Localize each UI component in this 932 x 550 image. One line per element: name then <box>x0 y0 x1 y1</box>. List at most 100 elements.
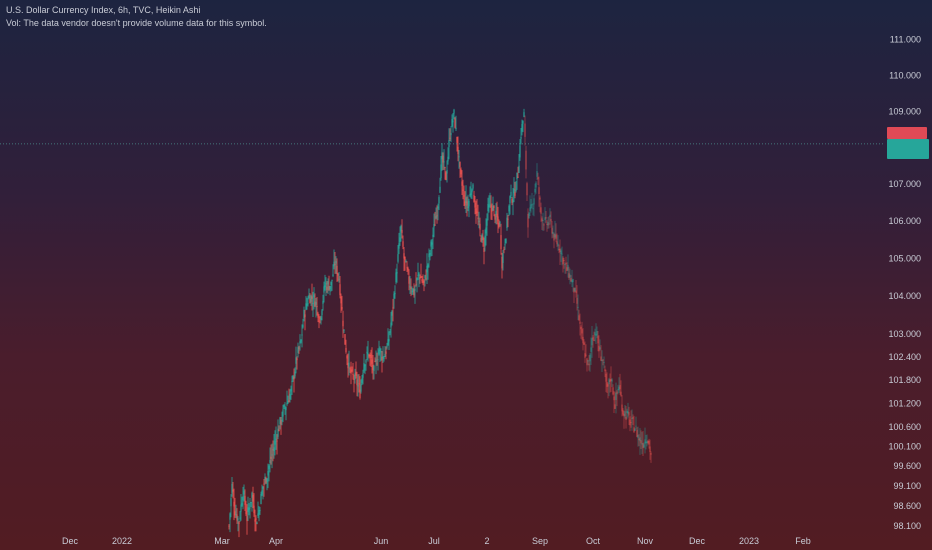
candle-body <box>558 248 560 251</box>
candle-body <box>241 503 243 506</box>
candle-body <box>348 362 350 367</box>
price-axis[interactable]: 111.000 110.000 109.000 107.000 106.000 105.0… <box>888 35 921 531</box>
candle-body <box>629 419 631 426</box>
candle-body <box>567 265 569 271</box>
candle-body <box>577 306 579 308</box>
candle-body <box>328 285 330 290</box>
candle-body <box>466 201 468 206</box>
candle-body <box>535 182 537 188</box>
candle-body <box>354 373 356 380</box>
candle-body <box>351 369 353 371</box>
candle-body <box>316 306 318 308</box>
candle-body <box>510 191 512 196</box>
candle-body <box>602 359 604 361</box>
candle-body <box>337 274 339 276</box>
candle-body <box>359 389 361 399</box>
y-tick-label: 107.000 <box>888 179 921 189</box>
candle-body <box>322 300 324 304</box>
candle-body <box>589 354 591 362</box>
candle-body <box>413 289 415 296</box>
candle-body <box>459 161 461 167</box>
x-tick-label: Jul <box>428 536 440 546</box>
candle-body <box>423 280 425 283</box>
candle-body <box>639 437 641 442</box>
candle-body <box>518 165 520 173</box>
candle-body <box>623 413 625 417</box>
candle-body <box>281 419 283 421</box>
y-tick-label: 98.100 <box>893 521 921 531</box>
candle-body <box>353 378 355 380</box>
y-tick-label: 101.800 <box>888 375 921 385</box>
candle-body <box>341 306 343 310</box>
candle-body <box>338 278 340 280</box>
candle-body <box>388 339 390 342</box>
candle-body <box>278 429 280 432</box>
candle-body <box>593 339 595 341</box>
candle-body <box>585 354 587 356</box>
candle-body <box>461 181 463 186</box>
candle-body <box>444 167 446 169</box>
candle-body <box>641 443 643 445</box>
candle-body <box>347 363 349 369</box>
candle-body <box>604 369 606 372</box>
x-tick-label: Oct <box>586 536 601 546</box>
candle-body <box>648 441 650 445</box>
candle-body <box>477 217 479 220</box>
candle-body <box>314 301 316 307</box>
candle-body <box>584 353 586 358</box>
candle-body <box>597 335 599 344</box>
candle-body <box>248 507 250 511</box>
candle-body <box>470 192 472 196</box>
y-tick-label: 103.000 <box>888 329 921 339</box>
candle-body <box>615 392 617 400</box>
candle-body <box>308 294 310 299</box>
candle-body <box>519 145 521 158</box>
candle-body <box>318 320 320 322</box>
candle-body <box>636 430 638 437</box>
x-tick-label: Dec <box>689 536 706 546</box>
candle-body <box>334 263 336 265</box>
candle-body <box>249 507 251 509</box>
candle-body <box>399 237 401 243</box>
candle-body <box>571 280 573 283</box>
candle-body <box>271 454 273 456</box>
candle-body <box>410 287 412 289</box>
candle-body <box>230 498 232 507</box>
candle-body <box>538 187 540 195</box>
candle-body <box>438 197 440 204</box>
candle-body <box>319 317 321 319</box>
candle-body <box>493 205 495 209</box>
candle-body <box>378 349 380 355</box>
candle-body <box>498 222 500 228</box>
candle-body <box>485 227 487 234</box>
candle-body <box>502 253 504 263</box>
candle-body <box>283 405 285 407</box>
candle-body <box>277 428 279 437</box>
candle-body <box>376 363 378 365</box>
candle-body <box>456 136 458 143</box>
candle-body <box>483 247 485 253</box>
candle-body <box>260 493 262 505</box>
candle-body <box>363 363 365 371</box>
candle-body <box>371 359 373 364</box>
candle-body <box>258 510 260 515</box>
candle-body <box>528 212 530 219</box>
candle-body <box>453 109 455 114</box>
candle-body <box>620 391 622 396</box>
y-tick-label: 99.600 <box>893 461 921 471</box>
candle-body <box>530 204 532 209</box>
time-axis[interactable]: Dec 2022 Mar Apr Jun Jul 2 Sep Oct Nov Dec 2023 Feb <box>62 536 811 546</box>
candle-body <box>504 244 506 246</box>
candle-body <box>335 261 337 264</box>
candle-body <box>339 284 341 296</box>
candle-body <box>491 208 493 212</box>
y-tick-label: 110.000 <box>889 70 921 80</box>
candle-body <box>609 379 611 383</box>
candle-body <box>462 189 464 191</box>
candle-body <box>634 429 636 431</box>
candle-body <box>489 204 491 206</box>
candle-body <box>254 519 256 522</box>
y-tick-label: 104.000 <box>888 291 921 301</box>
candle-body <box>595 334 597 336</box>
